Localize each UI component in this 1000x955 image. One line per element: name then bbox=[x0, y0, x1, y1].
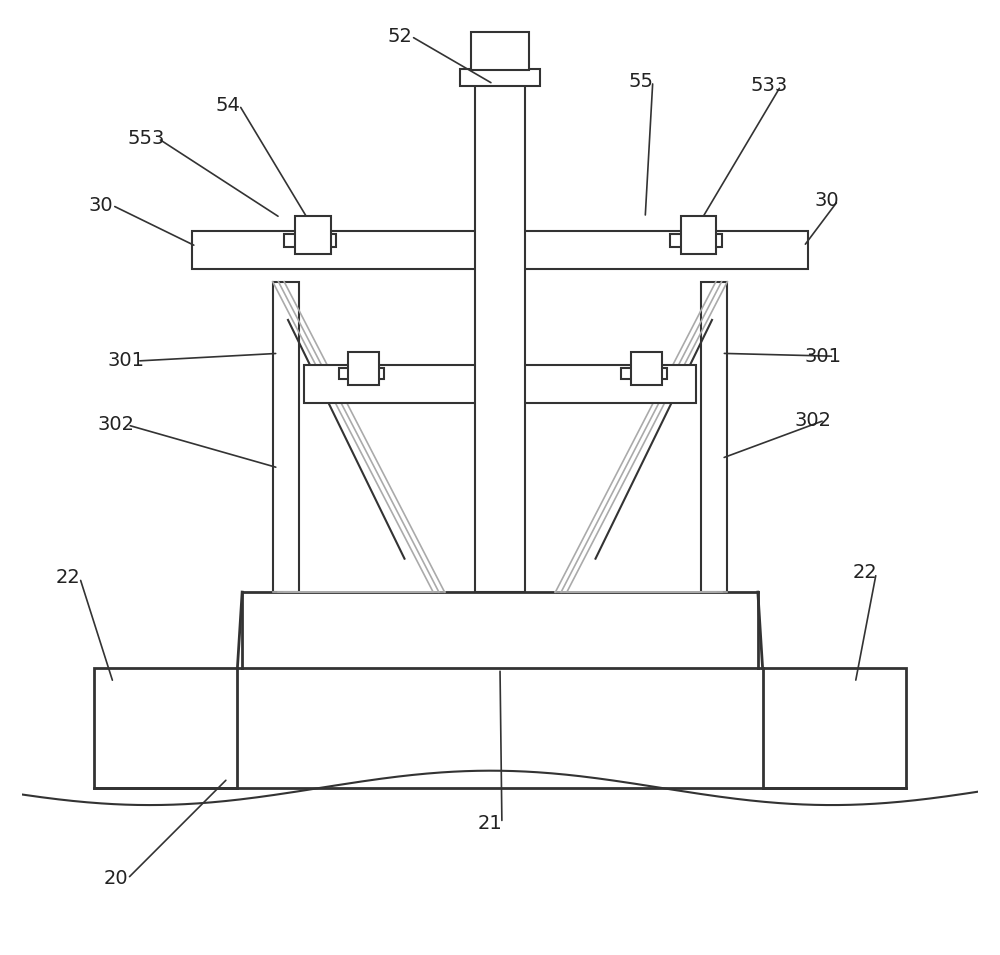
Text: 30: 30 bbox=[88, 196, 113, 215]
Text: 533: 533 bbox=[751, 76, 788, 96]
Text: 21: 21 bbox=[478, 814, 503, 833]
Text: 22: 22 bbox=[852, 563, 877, 583]
Text: 54: 54 bbox=[215, 96, 240, 115]
Bar bbox=[475, 84, 525, 592]
Bar bbox=[670, 234, 722, 246]
Text: 302: 302 bbox=[98, 415, 135, 435]
Bar bbox=[339, 368, 384, 378]
Bar bbox=[763, 668, 906, 788]
Bar bbox=[681, 217, 716, 254]
Bar bbox=[348, 351, 379, 385]
Text: 22: 22 bbox=[56, 568, 81, 587]
Text: 20: 20 bbox=[104, 869, 128, 888]
Bar bbox=[471, 32, 529, 70]
Bar bbox=[460, 69, 540, 86]
Bar bbox=[295, 217, 331, 254]
Text: 301: 301 bbox=[107, 351, 144, 371]
Bar bbox=[284, 234, 336, 246]
Bar bbox=[94, 668, 237, 788]
Bar bbox=[273, 282, 299, 592]
Text: 302: 302 bbox=[795, 411, 832, 430]
Text: 52: 52 bbox=[387, 27, 412, 46]
Text: 301: 301 bbox=[804, 347, 841, 366]
Bar bbox=[192, 231, 808, 269]
Bar bbox=[304, 365, 696, 403]
Text: 30: 30 bbox=[814, 191, 839, 210]
Text: 553: 553 bbox=[128, 129, 165, 148]
Text: 55: 55 bbox=[629, 72, 654, 91]
Bar bbox=[631, 351, 662, 385]
Bar bbox=[621, 368, 667, 378]
Bar bbox=[701, 282, 727, 592]
